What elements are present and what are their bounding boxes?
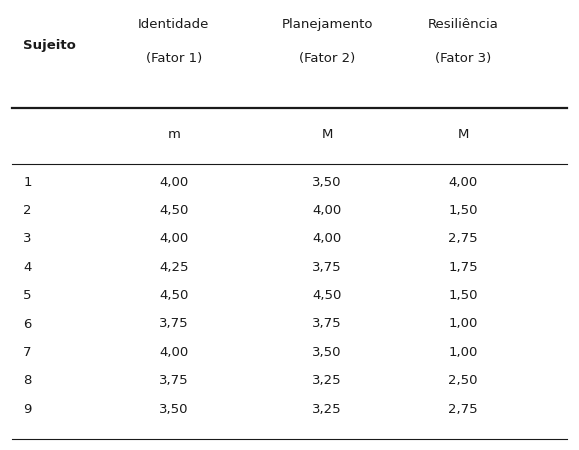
Text: 1,00: 1,00 — [449, 318, 478, 330]
Text: 4,00: 4,00 — [449, 176, 478, 189]
Text: (Fator 2): (Fator 2) — [299, 52, 356, 65]
Text: (Fator 1): (Fator 1) — [145, 52, 202, 65]
Text: Identidade: Identidade — [138, 18, 210, 31]
Text: 8: 8 — [23, 374, 31, 387]
Text: m: m — [167, 129, 180, 141]
Text: (Fator 3): (Fator 3) — [435, 52, 492, 65]
Text: 4,25: 4,25 — [159, 261, 188, 274]
Text: 3,75: 3,75 — [312, 318, 342, 330]
Text: 7: 7 — [23, 346, 32, 359]
Text: 4,50: 4,50 — [159, 204, 188, 217]
Text: 3,25: 3,25 — [312, 374, 342, 387]
Text: 3,50: 3,50 — [313, 346, 342, 359]
Text: 2,75: 2,75 — [448, 403, 478, 415]
Text: 1,75: 1,75 — [448, 261, 478, 274]
Text: 3,75: 3,75 — [312, 261, 342, 274]
Text: Resiliência: Resiliência — [428, 18, 499, 31]
Text: 3,75: 3,75 — [159, 374, 189, 387]
Text: 3,75: 3,75 — [159, 318, 189, 330]
Text: M: M — [457, 129, 469, 141]
Text: 4,50: 4,50 — [159, 289, 188, 302]
Text: 3: 3 — [23, 233, 32, 245]
Text: 4,00: 4,00 — [313, 204, 342, 217]
Text: 2,75: 2,75 — [448, 233, 478, 245]
Text: 3,25: 3,25 — [312, 403, 342, 415]
Text: 6: 6 — [23, 318, 31, 330]
Text: 3,50: 3,50 — [159, 403, 188, 415]
Text: 2,50: 2,50 — [449, 374, 478, 387]
Text: 9: 9 — [23, 403, 31, 415]
Text: 1,00: 1,00 — [449, 346, 478, 359]
Text: 1: 1 — [23, 176, 32, 189]
Text: 4: 4 — [23, 261, 31, 274]
Text: Planejamento: Planejamento — [281, 18, 373, 31]
Text: 4,50: 4,50 — [313, 289, 342, 302]
Text: 4,00: 4,00 — [159, 346, 188, 359]
Text: 4,00: 4,00 — [159, 233, 188, 245]
Text: 4,00: 4,00 — [159, 176, 188, 189]
Text: 4,00: 4,00 — [313, 233, 342, 245]
Text: M: M — [321, 129, 333, 141]
Text: Sujeito: Sujeito — [23, 39, 76, 51]
Text: 2: 2 — [23, 204, 32, 217]
Text: 1,50: 1,50 — [449, 204, 478, 217]
Text: 3,50: 3,50 — [313, 176, 342, 189]
Text: 1,50: 1,50 — [449, 289, 478, 302]
Text: 5: 5 — [23, 289, 32, 302]
